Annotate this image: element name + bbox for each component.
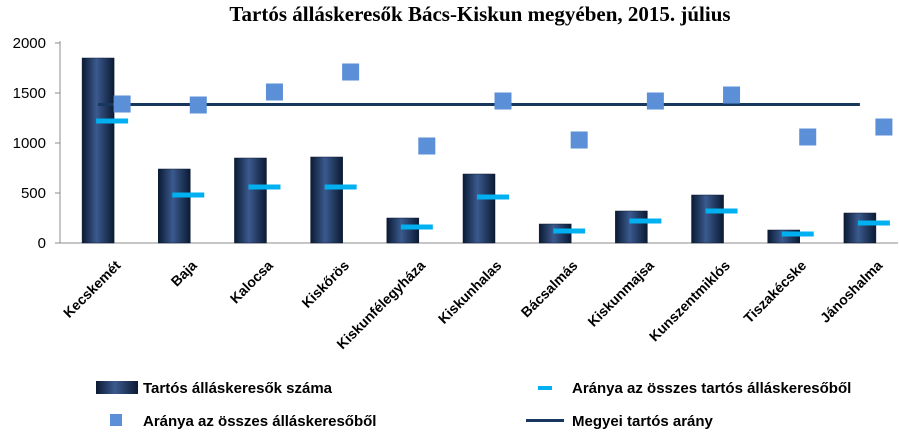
x-tick-label: Kiskőrös bbox=[298, 257, 352, 311]
dash-marker-10 bbox=[781, 231, 814, 237]
y-tick-label: 0 bbox=[38, 235, 46, 252]
x-tick-label: Kalocsa bbox=[227, 257, 276, 306]
square-marker-4 bbox=[342, 63, 360, 81]
y-tick-label: 1500 bbox=[13, 85, 46, 102]
legend-swatch-bar bbox=[96, 381, 138, 394]
dash-marker-1 bbox=[96, 118, 129, 124]
square-series bbox=[113, 63, 893, 155]
square-marker-1 bbox=[113, 95, 131, 113]
x-tick-label: Jánoshalma bbox=[817, 257, 886, 326]
square-marker-5 bbox=[418, 137, 436, 155]
legend-label-square: Aránya az összes álláskeresőből bbox=[143, 413, 376, 430]
bar-5 bbox=[386, 217, 420, 244]
square-marker-7 bbox=[570, 131, 588, 149]
bar-11 bbox=[843, 212, 877, 244]
x-tick-label: Baja bbox=[168, 257, 200, 289]
x-tick-label: Kunszentmiklós bbox=[646, 257, 733, 344]
dash-marker-7 bbox=[553, 228, 586, 234]
dash-series bbox=[96, 118, 890, 237]
dash-marker-11 bbox=[857, 220, 890, 226]
bar-series bbox=[81, 57, 877, 244]
square-marker-8 bbox=[646, 92, 664, 110]
bar-2 bbox=[158, 168, 191, 244]
dash-marker-4 bbox=[324, 184, 357, 190]
dash-marker-9 bbox=[705, 208, 738, 214]
bar-9 bbox=[691, 194, 724, 244]
legend-label-line: Megyei tartós arány bbox=[572, 413, 714, 430]
x-tick-label: Kiskunmajsa bbox=[584, 257, 657, 330]
legend-swatch-square bbox=[110, 414, 122, 426]
chart-title: Tartós álláskeresők Bács-Kiskun megyében… bbox=[229, 2, 730, 26]
bar-4 bbox=[310, 156, 343, 244]
bar-6 bbox=[462, 173, 496, 244]
y-tick-label: 1000 bbox=[13, 135, 46, 152]
square-marker-9 bbox=[723, 86, 741, 104]
dash-marker-3 bbox=[248, 184, 281, 190]
dash-marker-5 bbox=[400, 224, 433, 230]
legend-label-bar: Tartós álláskeresők száma bbox=[143, 380, 333, 397]
dash-marker-2 bbox=[172, 192, 205, 198]
dash-marker-6 bbox=[477, 194, 509, 200]
square-marker-2 bbox=[189, 96, 207, 114]
legend: Tartós álláskeresők száma Aránya az össz… bbox=[96, 380, 851, 430]
square-marker-3 bbox=[265, 83, 283, 101]
square-marker-11 bbox=[875, 118, 893, 136]
x-tick-label: Tiszakécske bbox=[740, 257, 809, 326]
legend-swatch-dash bbox=[538, 386, 552, 390]
x-tick-label: Bácsalmás bbox=[518, 257, 581, 320]
y-tick-label: 2000 bbox=[13, 35, 46, 52]
legend-label-dash: Aránya az összes tartós álláskeresőből bbox=[572, 380, 851, 397]
bar-8 bbox=[615, 210, 648, 244]
bar-1 bbox=[81, 57, 115, 244]
dash-marker-8 bbox=[629, 218, 662, 224]
y-tick-label: 500 bbox=[21, 185, 46, 202]
bar-3 bbox=[234, 157, 267, 244]
legend-swatch-line bbox=[526, 419, 564, 422]
square-marker-6 bbox=[494, 92, 512, 110]
y-axis-labels: 2000 1500 1000 500 0 bbox=[13, 35, 46, 252]
square-marker-10 bbox=[799, 128, 817, 146]
x-tick-label: Kiskunhalas bbox=[435, 257, 505, 327]
x-axis-labels: Kecskemét Baja Kalocsa KiskőrösKiskunfélegy… bbox=[60, 257, 886, 352]
x-tick-label: Kecskemét bbox=[60, 257, 124, 321]
